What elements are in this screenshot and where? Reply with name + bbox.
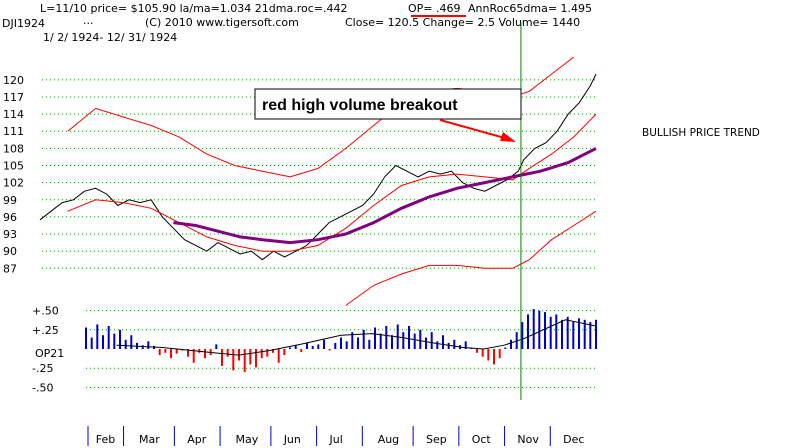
trend-signal: BULLISH PRICE TREND [642, 127, 760, 139]
oscillator-y-tick-label: -.50 [32, 381, 53, 394]
chart-title: DJI1924 [2, 17, 45, 30]
price-y-tick-label: 105 [3, 160, 24, 173]
op-value: OP= .469 [408, 2, 461, 15]
month-label: Oct [472, 433, 492, 446]
annotation-group: red high volume breakout [254, 88, 522, 142]
oscillator-grid [86, 310, 598, 388]
annotation-box [254, 88, 522, 120]
price-y-tick-label: 111 [3, 125, 24, 138]
copyright: (C) 2010 www.tigersoft.com [145, 16, 299, 29]
price-y-tick-label: 87 [3, 262, 17, 275]
month-label: Jun [283, 433, 301, 446]
header-stats-line: L=11/10 price= $105.90 la/ma=1.034 21dma… [40, 2, 347, 15]
series-lower-band [345, 210, 597, 306]
month-label: Dec [563, 433, 584, 446]
close-change-volume: Close= 120.5 Change= 2.5 Volume= 1440 [345, 16, 580, 29]
price-y-tick-label: 93 [3, 228, 17, 241]
oscillator-label: OP21 [35, 347, 64, 360]
month-label: Aug [378, 433, 399, 446]
price-y-axis: 120 117 114 111 108 105 102 99 96 93 90 87 [3, 74, 24, 275]
header-ellipsis: ... [83, 14, 94, 27]
op-underline [411, 15, 466, 17]
chart-header: L=11/10 price= $105.90 la/ma=1.034 21dma… [2, 2, 592, 44]
oscillator-y-axis: +.50 +.25 -.25 -.50 [32, 305, 59, 395]
price-y-tick-label: 102 [3, 177, 24, 190]
series-65-day-ma [173, 147, 597, 245]
date-range: 1/ 2/ 1924- 12/ 31/ 1924 [43, 31, 177, 44]
month-label: Apr [187, 433, 207, 446]
annotation-arrowhead [500, 132, 516, 142]
price-y-tick-label: 108 [3, 142, 24, 155]
month-label: May [236, 433, 259, 446]
oscillator-y-tick-label: -.25 [32, 362, 53, 375]
month-label: Sep [426, 433, 447, 446]
annotation-text: red high volume breakout [262, 97, 458, 114]
oscillator-ma-group [116, 319, 597, 356]
oscillator-ma-line [116, 319, 597, 356]
price-grid [42, 79, 598, 269]
month-label: Jul [329, 433, 343, 446]
x-axis: Feb Mar Apr May Jun Jul Aug Sep Oct Nov Dec [87, 426, 584, 446]
month-label: Nov [517, 433, 539, 446]
month-label: Feb [96, 433, 115, 446]
price-y-tick-label: 117 [3, 91, 24, 104]
month-label: Mar [139, 433, 160, 446]
series-21-day-ma [67, 113, 597, 252]
oscillator-y-tick-label: +.25 [32, 324, 59, 337]
price-y-tick-label: 96 [3, 211, 17, 224]
price-y-tick-label: 99 [3, 194, 17, 207]
price-y-tick-label: 120 [3, 74, 24, 87]
annotation-arrow [439, 119, 513, 141]
oscillator-y-tick-label: +.50 [32, 305, 59, 318]
annroc-value: AnnRoc65dma= 1.495 [468, 2, 592, 15]
price-y-tick-label: 90 [3, 245, 17, 258]
price-y-tick-label: 114 [3, 108, 24, 121]
